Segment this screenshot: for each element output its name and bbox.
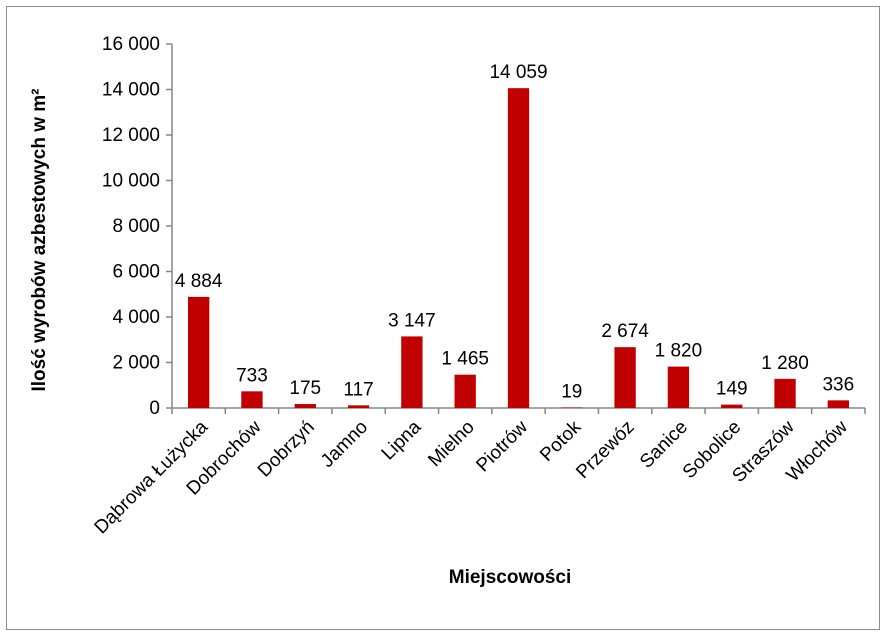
y-tick-label: 16 000 (102, 34, 160, 55)
bar (721, 404, 743, 408)
x-axis-title: Miejscowości (449, 567, 572, 588)
data-label: 14 059 (489, 62, 547, 83)
data-label: 149 (716, 379, 748, 400)
y-tick-label: 14 000 (102, 80, 160, 101)
x-tick-label: Piotrów (472, 416, 532, 476)
bar (401, 336, 423, 408)
y-axis: 0 2 000 4 000 6 000 8 000 10 000 12 000 14 000 1… (102, 34, 173, 419)
x-tick-label: Jamno (317, 417, 372, 472)
data-label: 1 280 (761, 353, 809, 374)
bar (294, 404, 316, 408)
data-label: 117 (343, 379, 373, 400)
bar (774, 378, 796, 408)
bar (827, 400, 850, 408)
y-tick-label: 10 000 (102, 171, 160, 192)
data-label: 3 147 (388, 310, 436, 331)
chart-frame (6, 6, 880, 630)
data-label: 1 465 (441, 349, 489, 370)
y-tick-label: 8 000 (112, 216, 160, 237)
x-tick-label: Przewóz (572, 417, 638, 483)
bar (187, 296, 210, 408)
data-label: 336 (822, 374, 854, 395)
bar (614, 347, 636, 408)
y-tick-label: 12 000 (102, 125, 160, 146)
x-tick-label: Lipna (378, 416, 426, 464)
x-tick-label: Mielno (424, 417, 478, 471)
bar (667, 366, 690, 408)
y-tick-label: 0 (149, 398, 160, 419)
bars (187, 88, 850, 409)
y-tick-label: 4 000 (112, 307, 160, 328)
data-label: 733 (236, 365, 268, 386)
data-label: 1 820 (655, 341, 703, 362)
bar (347, 405, 370, 408)
x-tick-label: Potok (536, 416, 586, 466)
data-label: 175 (289, 378, 321, 399)
y-tick-label: 6 000 (112, 262, 160, 283)
bar (241, 391, 263, 408)
y-tick-label: 2 000 (112, 353, 160, 374)
data-label: 4 884 (175, 271, 223, 292)
bar (454, 374, 476, 408)
bar (507, 88, 530, 409)
data-label: 19 (561, 382, 582, 403)
x-tick-label: Dobrzyń (254, 417, 319, 482)
y-axis-title: Ilość wyrobów azbestowych w m² (29, 88, 50, 391)
data-label: 2 674 (601, 321, 649, 342)
